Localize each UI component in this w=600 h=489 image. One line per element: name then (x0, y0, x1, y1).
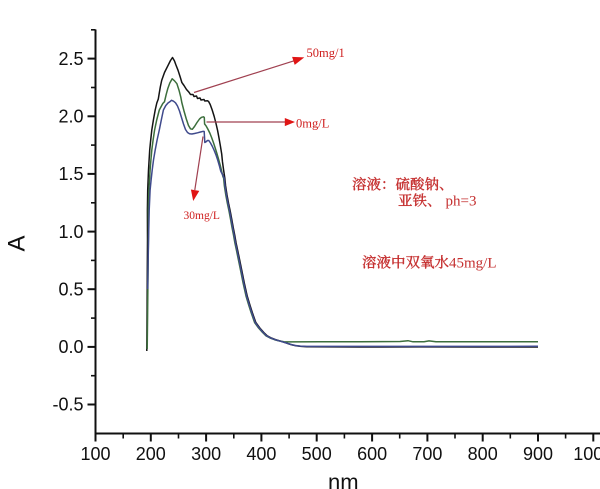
svg-text:1.0: 1.0 (58, 222, 83, 242)
svg-text:1000: 1000 (573, 444, 600, 464)
svg-text:500: 500 (302, 444, 332, 464)
svg-text:600: 600 (357, 444, 387, 464)
svg-text:2.0: 2.0 (58, 107, 83, 127)
svg-text:0mg/L: 0mg/L (296, 116, 329, 130)
svg-text:100: 100 (80, 444, 110, 464)
svg-text:-0.5: -0.5 (52, 395, 83, 415)
svg-text:700: 700 (412, 444, 442, 464)
svg-text:2.5: 2.5 (58, 49, 83, 69)
svg-text:400: 400 (246, 444, 276, 464)
svg-text:1.5: 1.5 (58, 164, 83, 184)
svg-text:ph=3: ph=3 (446, 194, 477, 210)
svg-text:200: 200 (136, 444, 166, 464)
svg-text:300: 300 (191, 444, 221, 464)
svg-text:0.5: 0.5 (58, 279, 83, 299)
svg-text:30mg/L: 30mg/L (184, 210, 220, 222)
svg-text:900: 900 (523, 444, 553, 464)
svg-text:50mg/1: 50mg/1 (307, 46, 345, 60)
svg-text:800: 800 (468, 444, 498, 464)
svg-text:45mg/L: 45mg/L (449, 255, 497, 271)
svg-text:0.0: 0.0 (58, 337, 83, 357)
svg-text:nm: nm (328, 470, 359, 489)
svg-text:A: A (4, 235, 31, 251)
